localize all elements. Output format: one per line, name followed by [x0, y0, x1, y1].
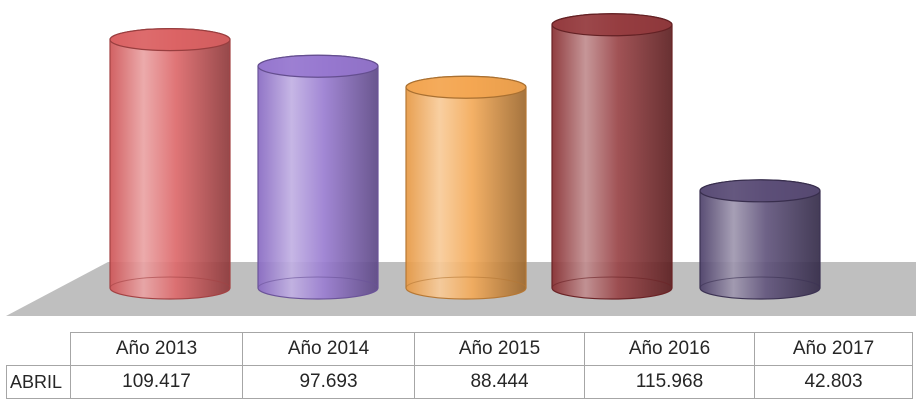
cylinder-top — [699, 179, 821, 203]
series-label: ABRIL — [6, 365, 71, 399]
cylinder-top — [257, 54, 379, 78]
category-label: Año 2015 — [414, 332, 585, 366]
cylinder-bar — [109, 28, 231, 300]
value-label: 97.693 — [242, 365, 415, 399]
cylinder-bar — [257, 54, 379, 300]
category-label: Año 2013 — [70, 332, 243, 366]
cylinder-bar — [405, 75, 527, 300]
cylinder-body — [257, 54, 379, 300]
value-label: 109.417 — [70, 365, 243, 399]
cylinder-chart — [6, 13, 916, 316]
cylinder-top — [109, 28, 231, 52]
cylinder-top — [405, 75, 527, 99]
bars-layer — [109, 13, 821, 300]
cylinder-body — [405, 75, 527, 300]
category-label: Año 2016 — [584, 332, 755, 366]
data-table-corner — [6, 332, 71, 366]
value-label: 42.803 — [754, 365, 913, 399]
data-table-header-row: Año 2013 Año 2014 Año 2015 Año 2016 Año … — [6, 332, 913, 366]
cylinder-base-rim — [109, 276, 231, 289]
cylinder-base-rim — [699, 276, 821, 289]
cylinder-bar — [699, 179, 821, 300]
value-label: 115.968 — [584, 365, 755, 399]
cylinder-body — [551, 13, 673, 300]
cylinder-base-rim — [551, 276, 673, 289]
cylinder-base-rim — [257, 276, 379, 289]
data-table-value-row: ABRIL 109.417 97.693 88.444 115.968 42.8… — [6, 365, 913, 399]
category-label: Año 2014 — [242, 332, 415, 366]
cylinder-bar — [551, 13, 673, 300]
data-table: Año 2013 Año 2014 Año 2015 Año 2016 Año … — [6, 332, 913, 399]
cylinder-base-rim — [405, 276, 527, 289]
value-label: 88.444 — [414, 365, 585, 399]
cylinder-top — [551, 13, 673, 37]
cylinder-body — [109, 28, 231, 300]
category-label: Año 2017 — [754, 332, 913, 366]
